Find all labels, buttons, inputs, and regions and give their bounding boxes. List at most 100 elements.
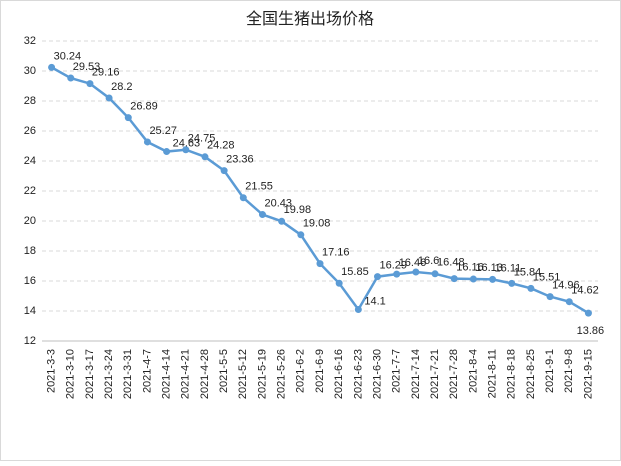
point (124, 114, 132, 122)
data-label: 16.48 (437, 257, 465, 269)
x-tick-label: 2021-4-14 (161, 349, 173, 399)
x-tick-label: 2021-6-2 (295, 349, 307, 393)
point (67, 74, 75, 82)
x-tick-label: 2021-6-23 (352, 349, 364, 399)
point (508, 279, 516, 287)
x-tick-label: 2021-5-26 (276, 349, 288, 399)
y-tick-label: 24 (24, 155, 36, 167)
x-tick-label: 2021-8-4 (467, 349, 479, 393)
data-label: 19.98 (284, 204, 312, 216)
data-label: 14.62 (571, 285, 599, 297)
x-tick-label: 2021-8-18 (506, 349, 518, 399)
point (489, 275, 497, 283)
point (431, 270, 439, 278)
x-tick-label: 2021-6-30 (371, 349, 383, 399)
x-tick-label: 2021-5-12 (237, 349, 249, 399)
data-label: 16.29 (380, 260, 408, 272)
x-tick-label: 2021-6-16 (333, 349, 345, 399)
x-tick-label: 2021-3-31 (122, 349, 134, 399)
data-label: 23.36 (226, 154, 254, 166)
point (374, 273, 382, 281)
x-tick-label: 2021-7-14 (410, 349, 422, 399)
data-label: 29.53 (73, 61, 101, 73)
point (546, 293, 554, 301)
point (565, 298, 573, 306)
data-label: 24.63 (173, 137, 201, 149)
chart-title: 全国生猪出场价格 (246, 10, 374, 28)
y-tick-label: 12 (24, 335, 36, 347)
y-tick-label: 14 (24, 305, 36, 317)
point (278, 217, 286, 225)
data-label: 19.08 (303, 218, 331, 230)
point (412, 268, 420, 276)
point (335, 279, 343, 287)
y-tick-label: 28 (24, 95, 36, 107)
y-tick-label: 22 (24, 185, 36, 197)
y-tick-label: 16 (24, 275, 36, 287)
x-tick-label: 2021-4-21 (180, 349, 192, 399)
x-tick-label: 2021-4-7 (141, 349, 153, 393)
x-tick-label: 2021-5-5 (218, 349, 230, 393)
point (239, 194, 247, 202)
data-label: 29.16 (92, 67, 120, 79)
data-label: 20.43 (264, 197, 292, 209)
data-label: 25.27 (149, 125, 177, 137)
data-label: 14.1 (364, 295, 385, 307)
y-tick-label: 30 (24, 65, 36, 77)
point (584, 309, 592, 317)
x-tick-label: 2021-3-24 (103, 349, 115, 399)
data-label: 14.96 (552, 280, 580, 292)
point (316, 260, 324, 268)
data-label: 16.6 (418, 255, 439, 267)
data-label: 28.2 (111, 81, 132, 93)
data-label: 26.89 (130, 101, 158, 113)
y-tick-label: 26 (24, 125, 36, 137)
data-label: 15.51 (533, 271, 561, 283)
data-label: 13.86 (577, 325, 605, 337)
data-label: 15.84 (514, 266, 542, 278)
x-tick-label: 2021-3-17 (84, 349, 96, 399)
x-tick-label: 2021-4-28 (199, 349, 211, 399)
y-tick-label: 32 (24, 35, 36, 47)
point (182, 146, 190, 154)
data-label: 15.85 (341, 266, 369, 278)
point (220, 167, 228, 175)
point (201, 153, 209, 161)
x-tick-label: 2021-7-28 (448, 349, 460, 399)
data-label: 16.11 (495, 262, 522, 274)
point (450, 275, 458, 283)
y-tick-label: 18 (24, 245, 36, 257)
y-tick-label: 20 (24, 215, 36, 227)
point (143, 138, 151, 146)
x-tick-label: 2021-9-15 (582, 349, 594, 399)
x-tick-label: 2021-3-3 (45, 349, 57, 393)
data-label: 21.55 (245, 181, 273, 193)
data-label: 24.28 (207, 140, 235, 152)
point (297, 231, 305, 239)
data-label: 16.16 (456, 262, 484, 274)
point (469, 275, 477, 283)
data-label: 17.16 (322, 247, 350, 259)
x-tick-label: 2021-8-11 (486, 349, 498, 398)
point (527, 284, 535, 292)
point (354, 306, 362, 313)
point (86, 80, 94, 88)
point (163, 148, 171, 156)
data-label: 16.13 (475, 262, 503, 274)
point (393, 270, 401, 278)
x-tick-label: 2021-8-25 (525, 349, 537, 399)
point (48, 63, 56, 71)
data-label: 16.46 (399, 257, 427, 269)
point (105, 94, 113, 102)
data-label: 24.75 (188, 133, 216, 145)
data-label: 30.24 (54, 50, 82, 62)
x-tick-label: 2021-9-8 (563, 349, 575, 393)
point (258, 211, 266, 219)
x-tick-label: 2021-7-7 (391, 349, 403, 393)
x-tick-label: 2021-3-10 (65, 349, 77, 399)
x-tick-label: 2021-9-1 (544, 349, 556, 393)
x-tick-label: 2021-5-19 (256, 349, 268, 399)
